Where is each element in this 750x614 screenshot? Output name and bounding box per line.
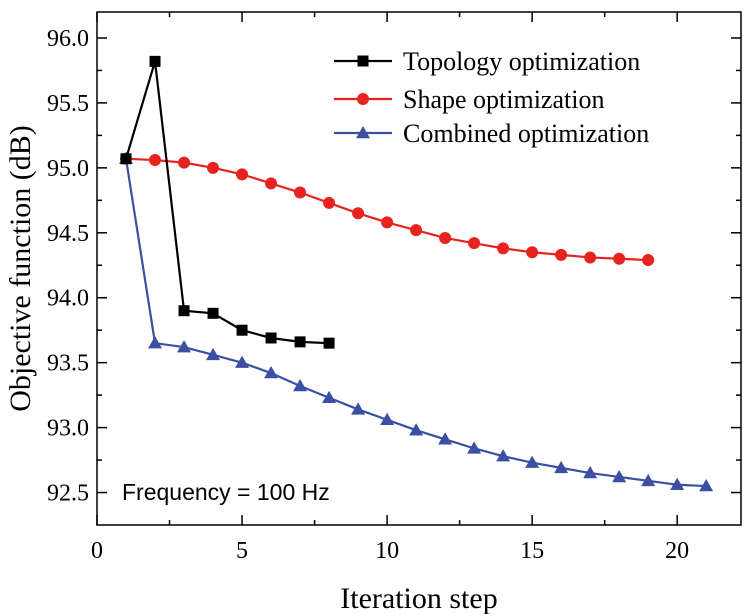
y-tick-label: 93.5 (47, 351, 89, 377)
data-point (584, 251, 597, 264)
data-point (642, 254, 655, 267)
y-tick-label: 92.5 (47, 481, 89, 507)
legend-label: Shape optimization (403, 85, 604, 114)
data-point (554, 460, 569, 474)
series-square (120, 55, 335, 349)
data-point (699, 479, 714, 492)
x-tick-label: 5 (236, 538, 248, 564)
data-point (178, 305, 190, 317)
data-point (612, 469, 627, 483)
data-point (525, 455, 540, 468)
data-point (351, 402, 366, 415)
data-point (497, 242, 510, 255)
legend-label: Combined optimization (403, 119, 649, 148)
data-point (207, 161, 220, 174)
data-point (178, 156, 191, 169)
x-tick-label: 20 (665, 538, 689, 564)
data-point (583, 466, 598, 479)
data-point (323, 337, 335, 349)
data-point (206, 347, 221, 361)
series-triangle (119, 151, 714, 492)
data-point (438, 432, 453, 445)
tick-labels: 0 5 10 15 20 92.5 93.0 93.5 94.0 94.5 95.0 95.5 96.0 (47, 26, 689, 564)
data-point (148, 336, 163, 349)
data-point (120, 153, 132, 165)
data-point (555, 248, 568, 261)
data-point (294, 336, 306, 348)
data-point (613, 252, 626, 265)
data-point (380, 412, 395, 426)
y-axis-title: Objective function (dB) (4, 125, 37, 412)
data-point (641, 473, 656, 487)
series-line (125, 157, 649, 262)
data-point (409, 423, 424, 436)
frequency-annotation: Frequency = 100 Hz (122, 479, 330, 505)
data-point (177, 340, 192, 353)
axis-ticks (96, 12, 741, 525)
legend: Topology optimization Shape optimization C… (334, 47, 649, 148)
legend-entry: Combined optimization (334, 119, 649, 148)
series-line (124, 61, 330, 345)
x-tick-label: 15 (520, 538, 544, 564)
data-point (265, 177, 278, 190)
legend-marker (357, 55, 369, 67)
data-point (323, 196, 336, 209)
data-point (265, 332, 277, 344)
data-point (293, 379, 308, 392)
series-layer (119, 55, 714, 492)
y-tick-label: 96.0 (47, 26, 89, 52)
legend-marker (356, 126, 370, 139)
y-tick-label: 94.0 (47, 286, 89, 312)
data-point (381, 216, 394, 229)
y-tick-label: 94.5 (47, 221, 89, 247)
plot-frame (96, 11, 742, 526)
data-point (264, 366, 279, 379)
legend-entry: Shape optimization (334, 85, 604, 114)
data-point (235, 355, 250, 368)
data-point (410, 224, 423, 237)
data-point (352, 207, 365, 220)
y-tick-label: 95.0 (47, 156, 89, 182)
data-point (236, 324, 248, 336)
data-point (439, 231, 452, 244)
series-line (124, 158, 707, 488)
data-point (526, 246, 539, 259)
y-tick-label: 93.0 (47, 416, 89, 442)
data-point (496, 449, 511, 462)
data-point (467, 441, 482, 454)
data-point (236, 168, 249, 181)
legend-marker (357, 93, 369, 105)
data-point (149, 55, 161, 67)
data-point (468, 237, 481, 250)
x-tick-label: 0 (91, 538, 103, 564)
data-point (207, 307, 219, 319)
x-axis-title: Iteration step (340, 582, 497, 614)
y-tick-label: 95.5 (47, 91, 89, 117)
legend-entry: Topology optimization (334, 47, 640, 76)
series-circle (120, 152, 655, 267)
data-point (149, 154, 162, 167)
data-point (294, 186, 307, 199)
x-tick-label: 10 (375, 538, 399, 564)
data-point (670, 477, 685, 490)
legend-label: Topology optimization (403, 47, 640, 76)
data-point (322, 390, 337, 403)
